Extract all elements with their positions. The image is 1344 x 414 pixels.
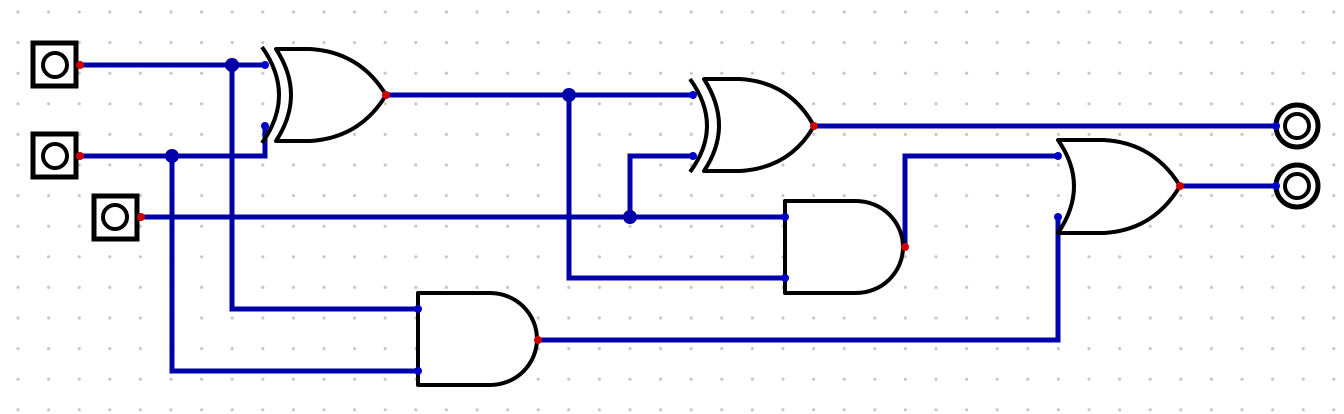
wire-and2-or1 <box>538 217 1061 343</box>
junction-dot <box>562 88 576 102</box>
junction-dot <box>225 58 239 72</box>
wire-in3-xor2 <box>627 153 693 217</box>
and-gate-1[interactable] <box>781 199 909 295</box>
wire-and1-or1 <box>902 153 1058 247</box>
output-pin-1[interactable] <box>1272 102 1321 150</box>
output-pin-2[interactable] <box>1272 162 1321 210</box>
input-pin-2[interactable] <box>30 131 84 180</box>
wire-in2-and2 <box>169 156 418 374</box>
wire-in1-and2 <box>229 65 418 312</box>
or-gate-1[interactable] <box>1054 138 1184 235</box>
junction-dot <box>165 149 179 163</box>
wire-xor1-and1 <box>566 95 785 281</box>
junction-dot <box>623 210 637 224</box>
input-pin-3[interactable] <box>91 193 145 242</box>
xor-gate-1[interactable] <box>260 45 390 145</box>
junctions <box>165 58 637 224</box>
wires <box>80 62 1276 374</box>
xor-gate-2[interactable] <box>688 77 818 174</box>
and-gate-2[interactable] <box>414 291 542 387</box>
input-pin-1[interactable] <box>30 40 84 89</box>
